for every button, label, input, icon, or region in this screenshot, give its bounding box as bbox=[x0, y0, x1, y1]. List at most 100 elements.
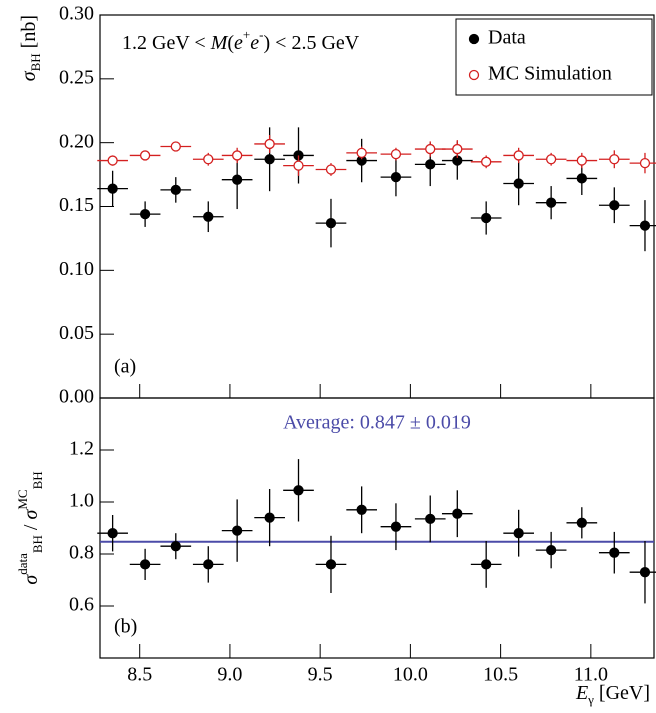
text-part: σ bbox=[20, 509, 42, 520]
marker bbox=[264, 512, 275, 523]
marker bbox=[481, 156, 492, 167]
text-part: BH bbox=[30, 471, 45, 489]
marker bbox=[325, 164, 337, 175]
marker bbox=[390, 521, 402, 532]
marker bbox=[639, 567, 651, 578]
marker bbox=[264, 154, 275, 165]
y-tick-label: 0.00 bbox=[59, 386, 94, 408]
y-tick-label: 0.8 bbox=[69, 542, 94, 564]
text-part: ( bbox=[227, 32, 234, 54]
marker bbox=[609, 547, 620, 558]
marker bbox=[481, 212, 492, 224]
marker bbox=[107, 528, 118, 539]
marker bbox=[170, 141, 181, 152]
marker bbox=[203, 211, 214, 222]
legend-marker bbox=[468, 69, 480, 81]
text-part: ) < 2.5 GeV bbox=[264, 32, 360, 54]
text-part: + bbox=[243, 27, 250, 42]
marker bbox=[231, 150, 243, 161]
marker bbox=[545, 197, 557, 208]
text-part: [nb] bbox=[18, 15, 40, 53]
y-tick-label: 1.0 bbox=[69, 490, 94, 512]
legend-label: Data bbox=[488, 27, 526, 49]
marker bbox=[609, 200, 620, 211]
marker bbox=[107, 183, 118, 194]
marker bbox=[231, 174, 243, 185]
marker bbox=[107, 155, 118, 166]
x-tick-label: 10.5 bbox=[483, 664, 518, 686]
average-label: Average: 0.847 ± 0.019 bbox=[283, 412, 471, 434]
marker bbox=[452, 143, 463, 155]
marker bbox=[170, 541, 181, 552]
text-part: - bbox=[259, 27, 263, 42]
marker bbox=[139, 209, 151, 220]
text-part: e bbox=[250, 32, 259, 54]
x-tick-label: 8.5 bbox=[127, 664, 152, 686]
panel-label: (a) bbox=[114, 356, 136, 378]
marker bbox=[203, 559, 214, 570]
text-part: γ bbox=[587, 692, 594, 707]
marker bbox=[425, 143, 436, 155]
plot-frame bbox=[99, 397, 655, 659]
marker bbox=[325, 559, 337, 570]
text-part: [GeV] bbox=[594, 682, 650, 704]
x-tick-label: 9.0 bbox=[217, 664, 242, 686]
x-tick-label: 10.0 bbox=[393, 664, 428, 686]
y-tick-label: 0.20 bbox=[59, 130, 94, 152]
marker bbox=[513, 178, 524, 189]
x-tick-label: 9.5 bbox=[308, 664, 333, 686]
marker bbox=[481, 559, 492, 570]
annotation: 1.2 GeV < M(e+e-) < 2.5 GeV bbox=[122, 27, 360, 53]
marker bbox=[576, 517, 587, 528]
marker bbox=[576, 173, 587, 184]
marker bbox=[425, 159, 436, 170]
x-tick-label: 11.0 bbox=[574, 664, 608, 686]
y-tick-label: 0.30 bbox=[59, 3, 94, 25]
text-part: BH bbox=[28, 53, 43, 71]
text-part: / bbox=[20, 520, 42, 536]
marker bbox=[390, 171, 402, 183]
text-part: BH bbox=[30, 535, 45, 553]
y-tick-label: 0.6 bbox=[69, 594, 94, 616]
marker bbox=[264, 138, 275, 150]
marker bbox=[139, 559, 151, 570]
marker bbox=[513, 150, 524, 161]
text-part: σ bbox=[20, 574, 42, 585]
legend-box bbox=[455, 18, 653, 96]
text-part: e bbox=[234, 32, 243, 54]
text-part: M bbox=[210, 32, 229, 54]
marker bbox=[390, 149, 402, 160]
marker bbox=[139, 150, 151, 161]
marker bbox=[576, 155, 587, 166]
marker bbox=[231, 525, 243, 536]
legend-marker bbox=[468, 33, 480, 45]
marker bbox=[545, 154, 557, 165]
x-axis-label: Eγ [GeV] bbox=[575, 682, 650, 708]
legend-label: MC Simulation bbox=[488, 63, 612, 85]
marker bbox=[293, 485, 304, 496]
marker bbox=[425, 513, 436, 525]
y-tick-label: 0.15 bbox=[59, 194, 94, 216]
marker bbox=[545, 544, 557, 556]
text-part: data bbox=[15, 553, 30, 575]
text-part: 1.2 GeV < bbox=[122, 32, 211, 54]
marker bbox=[293, 160, 304, 171]
marker bbox=[170, 184, 181, 196]
text-part: σ bbox=[18, 70, 40, 81]
text-part: E bbox=[575, 682, 588, 704]
marker bbox=[452, 508, 463, 519]
marker bbox=[325, 217, 337, 229]
marker bbox=[639, 220, 651, 231]
y-tick-label: 0.05 bbox=[59, 322, 94, 344]
text-part: MC bbox=[15, 489, 30, 509]
marker bbox=[639, 157, 651, 169]
marker bbox=[356, 147, 367, 159]
marker bbox=[513, 528, 524, 539]
y-axis-label: σdataBH / σMCBH bbox=[15, 471, 45, 584]
y-tick-label: 0.10 bbox=[59, 258, 94, 280]
marker bbox=[356, 504, 367, 515]
y-tick-label: 0.25 bbox=[59, 66, 94, 88]
y-axis-label: σBH [nb] bbox=[18, 15, 44, 81]
marker bbox=[203, 154, 214, 165]
